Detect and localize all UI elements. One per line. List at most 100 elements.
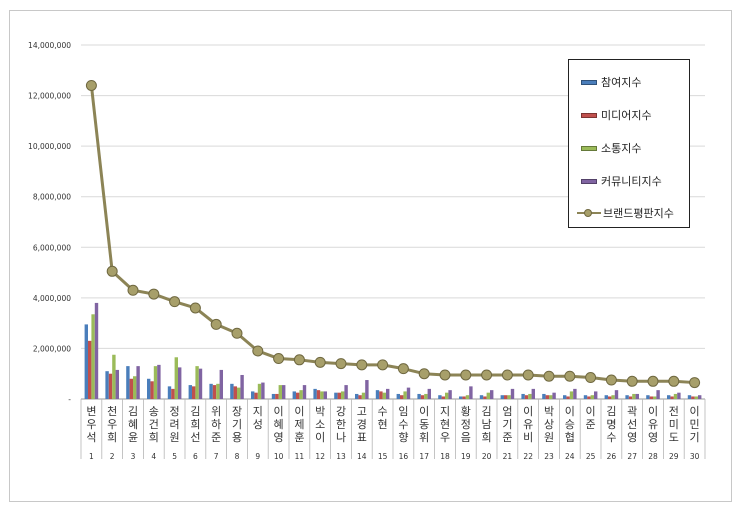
bar-1-16 (396, 393, 400, 399)
x-axis-categories: 변 우 석 1 천 우 희 2 김 혜 윤 3 송 건 희 4 정 려 원 5 김 희 선 6 위 하 준 7 장 기 용 8 지 성 9 이 혜 영 10… (86, 404, 699, 461)
bar-1-12 (313, 388, 317, 399)
bar-2-20 (483, 396, 487, 399)
brand-point-14 (356, 359, 368, 371)
bar-1-10 (271, 393, 276, 399)
brand-point-17 (418, 368, 430, 380)
bar-4-8 (240, 374, 244, 399)
brand-point-9 (252, 345, 264, 357)
brand-point-23 (543, 370, 555, 382)
brand-point-22 (522, 369, 534, 381)
bar-2-23 (545, 395, 549, 399)
bar-1-11 (292, 391, 296, 399)
rank-label: 4 (151, 452, 156, 461)
rank-label: 1 (89, 452, 94, 461)
bar-4-1 (94, 302, 99, 399)
bar-2-21 (504, 395, 508, 399)
bar-4-23 (552, 392, 556, 399)
bar-4-25 (594, 391, 598, 399)
rank-label: 18 (440, 452, 450, 461)
brand-point-19 (460, 369, 472, 381)
bar-1-2 (105, 371, 109, 399)
bar-4-22 (531, 388, 535, 399)
legend-swatch-community (581, 178, 597, 184)
legend-item-community: 커뮤니티지수 (569, 171, 662, 191)
bar-3-23 (549, 395, 553, 399)
bar-4-29 (677, 392, 681, 399)
bar-2-16 (400, 395, 404, 399)
bar-4-10 (282, 385, 286, 399)
bar-2-8 (233, 386, 237, 399)
bar-4-18 (448, 390, 452, 399)
bar-3-22 (528, 393, 532, 399)
bar-3-26 (611, 395, 615, 399)
y-tick-label: 6,000,000 (33, 243, 71, 252)
y-tick-label: - (68, 395, 71, 404)
rank-label: 29 (669, 452, 679, 461)
bar-3-30 (694, 396, 698, 399)
brand-point-30 (689, 377, 701, 389)
bar-4-15 (386, 388, 390, 399)
bar-4-20 (490, 390, 494, 399)
rank-label: 28 (648, 452, 658, 461)
bar-3-13 (341, 391, 345, 399)
bar-3-12 (320, 391, 324, 399)
bar-2-6 (192, 386, 196, 399)
bar-3-14 (361, 392, 366, 399)
legend-item-brand: 브랜드평판지수 (569, 203, 674, 223)
bar-1-14 (355, 393, 359, 399)
bar-4-4 (157, 364, 161, 399)
rank-label: 21 (503, 452, 513, 461)
rank-label: 25 (586, 452, 596, 461)
brand-point-2 (106, 265, 118, 277)
y-tick-label: 14,000,000 (28, 41, 71, 50)
brand-point-13 (335, 358, 347, 370)
brand-point-29 (668, 375, 680, 387)
bar-2-14 (358, 395, 362, 399)
bar-1-20 (479, 395, 484, 399)
rank-label: 24 (565, 452, 575, 461)
rank-label: 7 (214, 452, 219, 461)
bar-4-2 (115, 369, 119, 399)
bar-2-28 (649, 396, 653, 399)
rank-label: 11 (295, 452, 305, 461)
bar-4-28 (656, 390, 660, 399)
bar-2-29 (670, 396, 674, 399)
brand-point-15 (377, 359, 389, 371)
brand-point-8 (231, 327, 243, 339)
bar-1-28 (646, 395, 650, 399)
bar-2-13 (337, 392, 341, 399)
legend-marker-brand (577, 208, 601, 218)
legend-label-media: 미디어지수 (601, 109, 652, 122)
bar-3-16 (403, 391, 407, 399)
rank-label: 14 (357, 452, 367, 461)
rank-label: 12 (315, 452, 325, 461)
bar-2-24 (566, 396, 570, 399)
bar-1-8 (230, 383, 234, 399)
bar-4-7 (219, 369, 223, 399)
y-tick-label: 10,000,000 (28, 142, 71, 151)
rank-label: 22 (523, 452, 533, 461)
brand-point-18 (439, 369, 451, 381)
bar-1-6 (188, 385, 192, 399)
legend-label-brand: 브랜드평판지수 (603, 207, 674, 220)
bar-3-4 (153, 366, 158, 399)
bar-2-22 (524, 395, 529, 399)
bar-1-15 (375, 390, 380, 399)
rank-label: 15 (378, 452, 388, 461)
bar-4-17 (427, 388, 431, 399)
bar-2-30 (691, 396, 695, 399)
rank-label: 16 (399, 452, 409, 461)
bar-4-16 (406, 387, 411, 399)
brand-point-21 (501, 369, 513, 381)
bar-4-12 (323, 391, 327, 399)
